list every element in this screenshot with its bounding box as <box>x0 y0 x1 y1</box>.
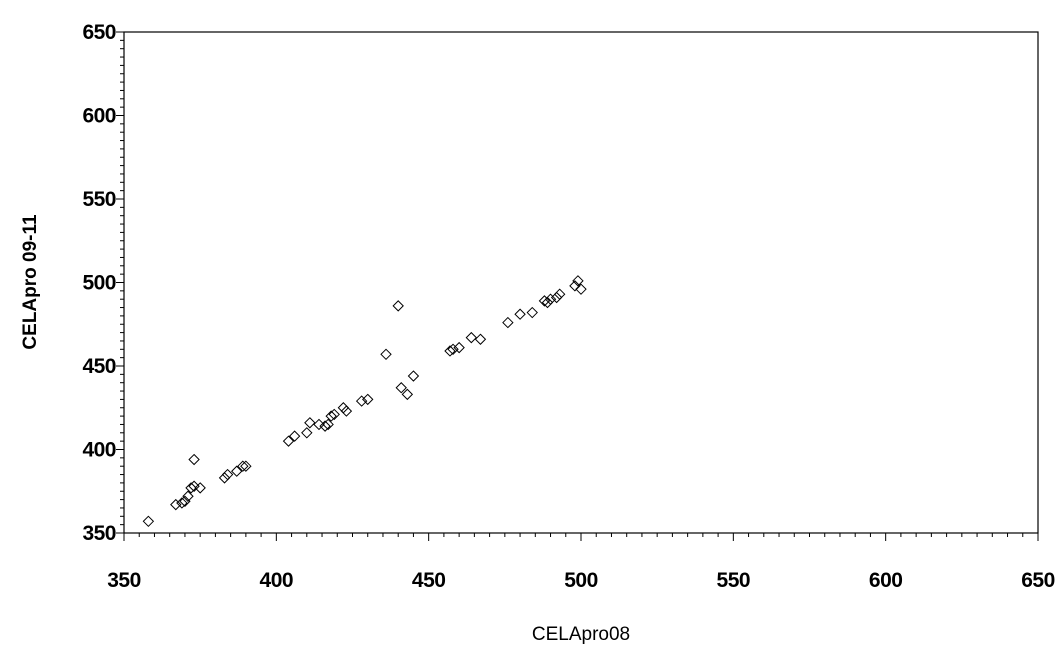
data-point <box>170 498 182 511</box>
x-tick-label: 350 <box>107 569 141 592</box>
x-tick-label: 650 <box>1021 569 1055 592</box>
data-point <box>362 393 374 406</box>
data-point <box>319 420 331 432</box>
x-tick-label: 450 <box>412 569 446 592</box>
data-point <box>231 465 243 477</box>
data-point <box>218 472 231 484</box>
data-point <box>322 418 334 431</box>
data-point <box>313 418 325 431</box>
x-axis-title: CELApro08 <box>532 624 630 645</box>
data-point <box>328 408 340 421</box>
y-tick-label: 600 <box>82 105 116 128</box>
data-point <box>325 410 337 422</box>
data-point <box>538 295 551 307</box>
data-point <box>541 296 554 309</box>
data-point <box>301 427 313 439</box>
data-point <box>407 370 420 382</box>
x-tick-label: 600 <box>869 569 903 592</box>
data-point <box>176 497 188 509</box>
data-point <box>221 468 234 481</box>
y-tick-label: 650 <box>82 21 116 44</box>
y-tick-label: 350 <box>82 522 116 545</box>
data-point <box>380 348 392 361</box>
x-tick-label: 400 <box>260 569 294 592</box>
data-point <box>340 405 353 417</box>
data-point <box>182 490 194 502</box>
data-point <box>282 435 295 447</box>
data-point <box>288 430 301 442</box>
data-point <box>395 382 407 394</box>
data-point <box>401 388 414 401</box>
y-tick-label: 550 <box>82 188 116 211</box>
data-point <box>185 482 197 494</box>
data-point <box>240 460 252 472</box>
data-point <box>179 495 191 507</box>
y-axis-ticks <box>116 31 124 534</box>
data-point <box>392 300 404 312</box>
x-tick-label: 500 <box>564 569 598 592</box>
data-point <box>575 283 587 295</box>
x-axis-tick-labels: 350 400 450 500 550 600 650 <box>107 569 1055 592</box>
y-axis-title: CELApro 09-11 <box>20 214 41 350</box>
data-point <box>502 316 514 329</box>
data-point <box>237 460 249 472</box>
x-tick-label: 550 <box>717 569 751 592</box>
data-point <box>465 331 478 344</box>
data-point <box>444 345 456 357</box>
data-point <box>447 343 459 356</box>
data-point <box>553 288 566 300</box>
data-point <box>550 291 563 304</box>
y-axis-tick-labels: 350 400 450 500 550 600 650 <box>82 21 116 545</box>
data-point <box>188 480 200 492</box>
y-tick-label: 400 <box>82 439 116 462</box>
data-point <box>544 293 557 305</box>
data-point <box>572 275 584 287</box>
data-point <box>569 280 581 292</box>
data-point <box>355 395 368 407</box>
data-point <box>142 515 155 528</box>
y-tick-label: 450 <box>82 355 116 378</box>
data-point <box>304 417 316 429</box>
y-tick-label: 500 <box>82 272 116 295</box>
data-point <box>453 341 465 354</box>
x-axis-ticks <box>123 533 1039 541</box>
data-point <box>474 333 487 345</box>
data-point <box>188 453 200 466</box>
data-point <box>526 306 538 319</box>
data-point <box>194 482 206 494</box>
data-point <box>514 308 526 320</box>
data-points <box>142 275 587 528</box>
